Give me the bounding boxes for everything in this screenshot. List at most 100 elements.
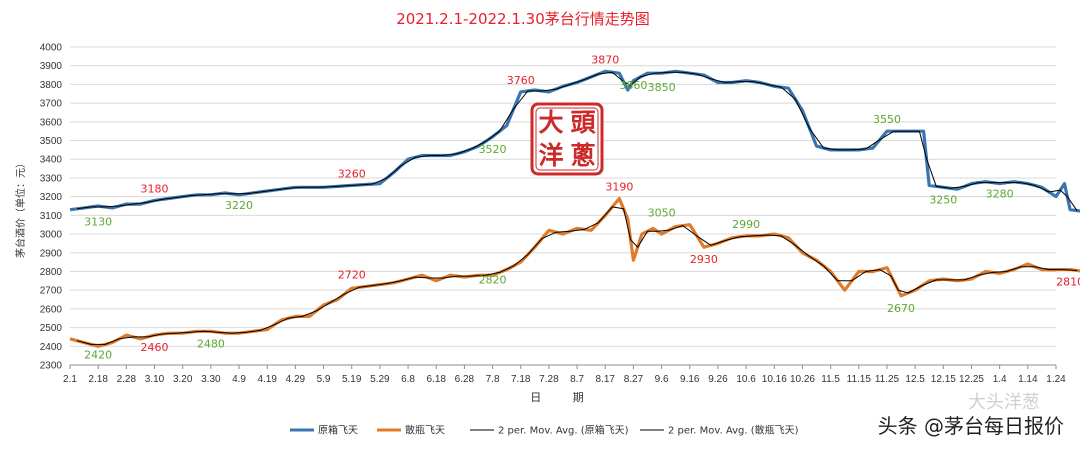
data-label: 2990: [732, 218, 760, 231]
x-tick-label: 11.15: [847, 374, 872, 385]
svg-text:頭: 頭: [570, 108, 596, 137]
x-tick-label: 7.8: [486, 374, 500, 385]
x-tick-label: 4.19: [257, 374, 277, 385]
x-tick-label: 4.9: [232, 374, 246, 385]
y-tick-label: 3000: [40, 230, 63, 241]
chart-title: 2021.2.1-2022.1.30茅台行情走势图: [396, 10, 650, 28]
legend-label: 散瓶飞天: [405, 424, 445, 437]
y-tick-label: 2300: [40, 361, 63, 372]
x-tick-label: 1.24: [1046, 374, 1066, 385]
x-tick-label: 11.25: [875, 374, 900, 385]
data-label: 2930: [690, 253, 718, 266]
svg-text:蔥: 蔥: [570, 141, 595, 170]
y-tick-label: 3400: [40, 155, 63, 166]
x-tick-label: 10.16: [762, 374, 787, 385]
x-tick-label: 3.10: [145, 374, 165, 385]
y-tick-label: 2500: [40, 323, 63, 334]
x-tick-label: 1.4: [993, 374, 1007, 385]
data-label: 3180: [141, 182, 169, 195]
y-tick-label: 2800: [40, 267, 63, 278]
y-tick-label: 2900: [40, 248, 63, 259]
y-tick-label: 3200: [40, 192, 63, 203]
legend-label: 原箱飞天: [318, 424, 358, 437]
svg-text:洋: 洋: [538, 141, 563, 170]
seal-stamp: 大頭洋蔥: [530, 102, 604, 176]
data-label: 3280: [986, 188, 1014, 201]
x-tick-label: 10.26: [790, 374, 815, 385]
x-tick-label: 12.15: [931, 374, 956, 385]
moving-average-line: [76, 206, 1078, 345]
x-tick-label: 7.28: [539, 374, 559, 385]
y-tick-label: 3300: [40, 173, 63, 184]
moving-average-line: [76, 71, 1078, 211]
x-axis-ticks: 2.1 2.18 2.28 3.10 3.20 3.30 4.9 4.19 4.29 5.9 5.1…: [63, 365, 1066, 385]
x-tick-label: 8.7: [570, 374, 584, 385]
x-tick-label: 9.6: [655, 374, 669, 385]
x-tick-label: 12.25: [959, 374, 984, 385]
data-label: 3130: [84, 216, 112, 229]
y-tick-label: 3600: [40, 117, 63, 128]
x-tick-label: 9.16: [680, 374, 700, 385]
y-tick-label: 2700: [40, 286, 63, 297]
data-label: 2810: [1056, 276, 1080, 289]
data-label: 3220: [225, 199, 253, 212]
y-axis-label: 茅台酒价（单位：元）: [14, 158, 27, 258]
data-label: 3850: [648, 81, 676, 94]
y-tick-label: 4000: [40, 43, 63, 54]
x-tick-label: 2.1: [63, 374, 77, 385]
x-tick-label: 4.29: [286, 374, 306, 385]
x-tick-label: 6.28: [455, 374, 475, 385]
x-tick-label: 1.14: [1018, 374, 1038, 385]
x-tick-label: 6.18: [426, 374, 446, 385]
data-label: 3260: [338, 167, 366, 180]
x-tick-label: 8.17: [596, 374, 616, 385]
y-tick-label: 3500: [40, 136, 63, 147]
data-label: 3550: [873, 113, 901, 126]
y-tick-label: 3800: [40, 80, 63, 91]
x-tick-label: 5.9: [317, 374, 331, 385]
data-label: 3050: [648, 207, 676, 220]
data-label: 2820: [479, 274, 507, 287]
data-label: 3870: [591, 53, 619, 66]
data-label: 3860: [619, 79, 647, 92]
series-lines: [69, 69, 1080, 348]
data-label: 2420: [84, 349, 112, 362]
x-tick-label: 5.19: [342, 374, 362, 385]
y-tick-label: 2600: [40, 304, 63, 315]
data-label: 3190: [605, 181, 633, 194]
x-tick-label: 10.6: [736, 374, 756, 385]
y-axis-ticks: 2300 2400 2500 2600 2700 2800 2900 3000 3100 3200…: [40, 43, 63, 372]
y-tick-label: 3700: [40, 99, 63, 110]
data-label: 3250: [929, 193, 957, 206]
y-tick-label: 3100: [40, 211, 63, 222]
legend: 原箱飞天 散瓶飞天 2 per. Mov. Avg. (原箱飞天) 2 per. Mo…: [290, 424, 799, 437]
data-label: 2720: [338, 268, 366, 281]
gridlines: [70, 46, 1056, 366]
series-line-散瓶飞天: [69, 196, 1080, 348]
x-tick-label: 5.29: [370, 374, 390, 385]
x-tick-label: 11.5: [821, 374, 840, 385]
x-tick-label: 9.26: [708, 374, 728, 385]
data-label: 2670: [887, 302, 915, 315]
x-tick-label: 2.18: [88, 374, 108, 385]
data-label: 3520: [479, 143, 507, 156]
x-axis-label: 日 期: [530, 391, 598, 404]
data-label: 2460: [141, 341, 169, 354]
svg-text:大: 大: [538, 108, 563, 137]
x-tick-label: 7.18: [511, 374, 531, 385]
x-tick-label: 8.27: [624, 374, 644, 385]
x-tick-label: 12.5: [905, 374, 925, 385]
legend-label: 2 per. Mov. Avg. (原箱飞天): [498, 424, 629, 437]
y-tick-label: 2400: [40, 342, 63, 353]
data-label: 2480: [197, 337, 225, 350]
data-label: 3760: [507, 74, 535, 87]
svg-text:大头洋葱: 大头洋葱: [968, 392, 1040, 413]
x-tick-label: 2.28: [117, 374, 137, 385]
x-tick-label: 3.30: [201, 374, 221, 385]
y-tick-label: 3900: [40, 61, 63, 72]
legend-label: 2 per. Mov. Avg. (散瓶飞天): [668, 424, 799, 437]
x-tick-label: 3.20: [173, 374, 193, 385]
